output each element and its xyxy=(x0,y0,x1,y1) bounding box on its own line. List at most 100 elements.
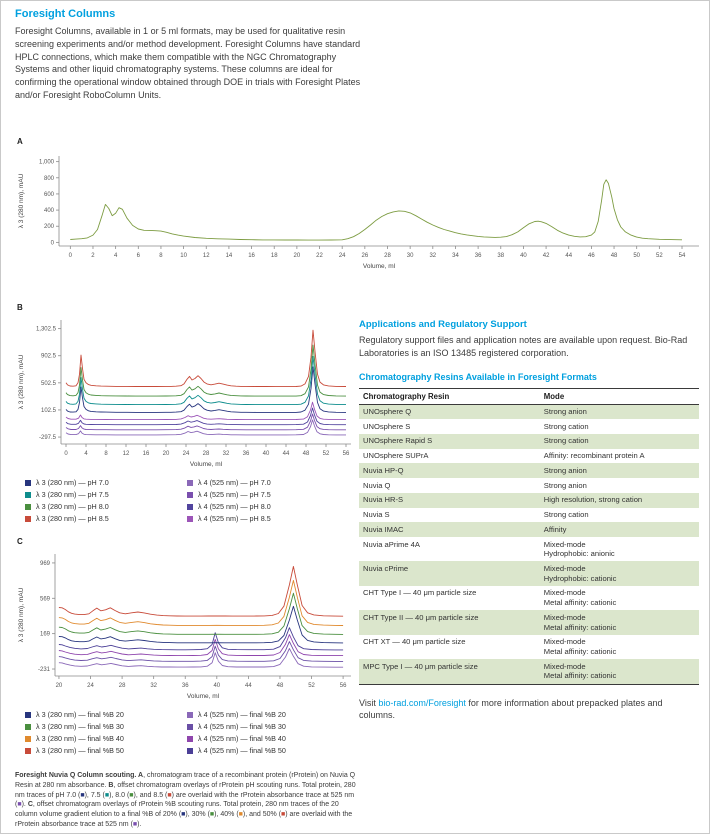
resin-mode: Strong cation xyxy=(543,421,589,431)
legend-item: λ 3 (280 nm) — final %B 30 xyxy=(25,722,187,731)
resin-table-row: Nuvia aPrime 4A Mixed-mode Hydrophobic: an… xyxy=(359,537,699,561)
svg-text:36: 36 xyxy=(475,253,482,259)
legend-item: λ 3 (280 nm) — final %B 50 xyxy=(25,746,187,755)
svg-text:32: 32 xyxy=(150,683,157,689)
resin-name: Nuvia HR-S xyxy=(363,495,404,505)
figure-b: B -297.5 102.5 502.5 902.5 1,302.5 0 4 8 12 16 20 2… xyxy=(13,303,361,523)
svg-text:-297.5: -297.5 xyxy=(39,435,57,441)
svg-text:48: 48 xyxy=(277,683,284,689)
svg-text:32: 32 xyxy=(223,451,230,457)
svg-text:14: 14 xyxy=(226,253,233,259)
svg-text:24: 24 xyxy=(183,451,190,457)
legend-swatch-icon xyxy=(187,723,193,730)
legend-item: λ 4 (525 nm) — pH 8.5 xyxy=(187,514,361,523)
resin-mode: Strong anion xyxy=(543,465,587,475)
svg-text:102.5: 102.5 xyxy=(41,408,57,414)
resin-mode: Mixed-mode Metal affinity: cationic xyxy=(543,637,617,656)
svg-text:λ 3 (280 nm), mAU: λ 3 (280 nm), mAU xyxy=(18,173,25,228)
caption-swatch: ■ xyxy=(17,801,22,809)
legend-item: λ 3 (280 nm) — pH 7.0 xyxy=(25,478,187,487)
resin-mode: Mixed-mode Metal affinity: cationic xyxy=(543,612,617,632)
svg-text:44: 44 xyxy=(245,683,252,689)
svg-text:52: 52 xyxy=(656,253,663,259)
svg-text:24: 24 xyxy=(87,683,94,689)
resin-mode: Mixed-mode Hydrophobic: cationic xyxy=(543,563,617,583)
caption-swatch: ■ xyxy=(167,791,172,799)
svg-text:24: 24 xyxy=(339,253,346,259)
legend-swatch-icon xyxy=(187,479,193,486)
resin-table-row: Nuvia IMAC Affinity xyxy=(359,522,699,537)
svg-text:λ 3 (280 nm), mAU: λ 3 (280 nm), mAU xyxy=(18,587,25,642)
intro-section: Foresight Columns Foresight Columns, ava… xyxy=(15,8,363,102)
svg-text:0: 0 xyxy=(51,240,55,246)
svg-text:18: 18 xyxy=(271,253,278,259)
legend-label: λ 4 (525 nm) — pH 7.0 xyxy=(198,478,271,487)
resin-name: Nuvia S xyxy=(363,510,390,520)
svg-text:1,000: 1,000 xyxy=(39,160,55,166)
resin-name: UNOsphere S xyxy=(363,421,411,431)
svg-text:28: 28 xyxy=(384,253,391,259)
svg-text:Volume, ml: Volume, ml xyxy=(187,693,220,700)
resin-name: UNOsphere Rapid S xyxy=(363,436,433,446)
legend-item: λ 4 (525 nm) — pH 7.5 xyxy=(187,490,361,499)
svg-text:52: 52 xyxy=(323,451,330,457)
legend-label: λ 4 (525 nm) — final %B 40 xyxy=(198,734,286,743)
svg-text:28: 28 xyxy=(119,683,126,689)
legend-swatch-icon xyxy=(187,503,193,510)
legend-label: λ 4 (525 nm) — pH 8.0 xyxy=(198,502,271,511)
legend-b: λ 3 (280 nm) — pH 7.0 λ 3 (280 nm) — pH 7… xyxy=(25,478,361,523)
svg-text:48: 48 xyxy=(611,253,618,259)
figure-a: A 0 200 400 600 800 1,000 0 2 4 6 8 10 12 14 16 18 20 22 2… xyxy=(13,137,709,276)
legend-swatch-icon xyxy=(187,515,193,522)
resin-name: CHT Type II — 40 μm particle size xyxy=(363,612,479,622)
svg-text:54: 54 xyxy=(679,253,686,259)
caption-swatch: ■ xyxy=(132,820,138,828)
svg-text:40: 40 xyxy=(263,451,270,457)
resin-table-row: Nuvia Q Strong anion xyxy=(359,478,699,493)
legend-label: λ 3 (280 nm) — pH 7.0 xyxy=(36,478,109,487)
svg-text:600: 600 xyxy=(44,192,55,198)
resin-mode: Affinity: recombinant protein A xyxy=(543,451,645,461)
legend-swatch-icon xyxy=(25,479,31,486)
svg-text:20: 20 xyxy=(163,451,170,457)
resin-name: UNOsphere Q xyxy=(363,407,412,417)
svg-text:38: 38 xyxy=(497,253,504,259)
legend-label: λ 3 (280 nm) — pH 8.0 xyxy=(36,502,109,511)
svg-text:42: 42 xyxy=(543,253,550,259)
legend-item: λ 4 (525 nm) — final %B 50 xyxy=(187,746,361,755)
svg-text:44: 44 xyxy=(283,451,290,457)
legend-label: λ 3 (280 nm) — pH 7.5 xyxy=(36,490,109,499)
resin-name: Nuvia cPrime xyxy=(363,563,409,573)
svg-text:400: 400 xyxy=(44,208,55,214)
legend-swatch-icon xyxy=(187,491,193,498)
legend-swatch-icon xyxy=(187,747,193,754)
svg-text:16: 16 xyxy=(143,451,150,457)
svg-text:-231: -231 xyxy=(38,667,51,673)
resin-mode: Mixed-mode Metal affinity: cationic xyxy=(543,588,617,608)
svg-text:12: 12 xyxy=(203,253,210,259)
resin-mode: Mixed-mode Hydrophobic: anionic xyxy=(543,539,615,559)
resin-table-row: UNOsphere SUPrA Affinity: recombinant pro… xyxy=(359,449,699,464)
svg-text:8: 8 xyxy=(159,253,163,259)
resin-table-row: UNOsphere S Strong cation xyxy=(359,419,699,434)
resin-name: CHT Type I — 40 μm particle size xyxy=(363,588,477,598)
legend-swatch-icon xyxy=(25,503,31,510)
legend-swatch-icon xyxy=(187,711,193,718)
resin-name: Nuvia HP-Q xyxy=(363,465,404,475)
svg-text:902.5: 902.5 xyxy=(41,354,57,360)
caption-swatch: ■ xyxy=(80,791,85,799)
svg-text:40: 40 xyxy=(213,683,220,689)
resins-table: Chromatography Resin Mode UNOsphere Q Str… xyxy=(359,387,699,685)
figure-c: C -231 169 569 969 20 24 28 32 36 40 44 48 52 56 Volum… xyxy=(13,537,361,755)
resin-name: Nuvia Q xyxy=(363,480,391,490)
foresight-link[interactable]: bio-rad.com/Foresight xyxy=(378,697,466,708)
caption-swatch: ■ xyxy=(181,811,186,819)
svg-text:40: 40 xyxy=(520,253,527,259)
legend-label: λ 4 (525 nm) — final %B 20 xyxy=(198,710,286,719)
col-header-resin: Chromatography Resin xyxy=(359,387,540,405)
resin-table-row: Nuvia S Strong cation xyxy=(359,508,699,523)
svg-text:200: 200 xyxy=(44,224,55,230)
legend-swatch-icon xyxy=(187,735,193,742)
